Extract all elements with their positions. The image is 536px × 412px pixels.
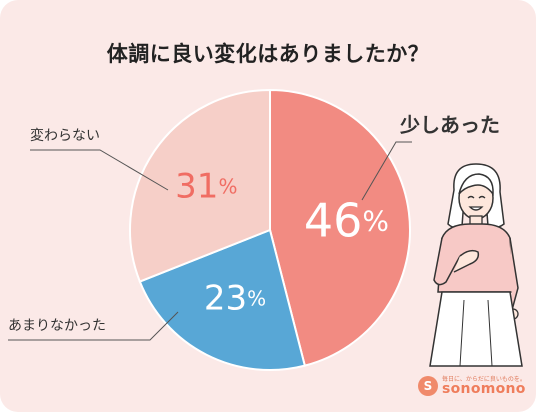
logo-wordmark: sonomono — [442, 381, 526, 397]
woman-illustration — [429, 163, 523, 367]
logo-mark-icon: S — [418, 376, 438, 396]
slice-category-label: 変わらない — [30, 127, 100, 144]
leader-line — [8, 311, 179, 341]
pie-slice — [269, 88, 411, 367]
leader-line — [361, 141, 412, 201]
leader-line — [30, 149, 169, 191]
pie-slice — [129, 88, 271, 283]
slice-value-label: 23% — [204, 279, 266, 319]
pie-slice — [138, 228, 307, 371]
slice-category-label: あまりなかった — [8, 318, 106, 334]
slice-value-label: 46% — [304, 193, 389, 247]
sonomono-logo: S 毎日に、からだに良いものを。 sonomono — [418, 372, 528, 400]
slice-category-label: 少しあった — [399, 113, 500, 137]
logo-tagline: 毎日に、からだに良いものを。 — [442, 376, 526, 383]
chart-title: 体調に良い変化はありましたか？ — [106, 42, 430, 66]
slice-value-label: 31% — [175, 167, 237, 207]
